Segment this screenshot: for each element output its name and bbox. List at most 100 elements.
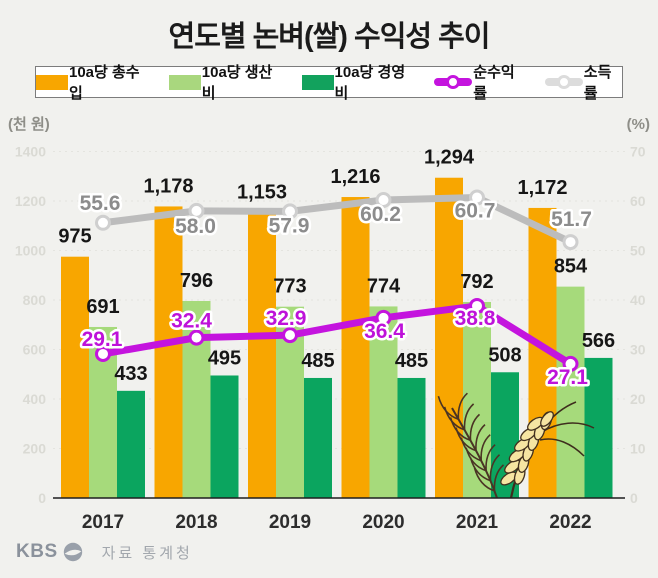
year-label-2022: 2022 <box>549 512 591 533</box>
bar-label-total-income-2020: 1,216 <box>330 166 380 188</box>
bar-label-total-income-2019: 1,153 <box>237 182 287 204</box>
year-labels: 2017 2018 2019 2020 2021 2022 <box>82 512 592 533</box>
bar-operating-cost-2019 <box>304 377 332 498</box>
year-label-2020: 2020 <box>362 512 404 533</box>
marker-income-rate-2017 <box>95 214 111 231</box>
left-axis-tick: 200 <box>23 441 47 457</box>
line-label-income-rate-2018: 58.0 <box>175 215 216 238</box>
left-axis-tick: 1200 <box>15 193 46 209</box>
globe-icon <box>63 542 82 562</box>
year-label-2021: 2021 <box>456 512 499 533</box>
legend-label-production-cost: 10a당 생산비 <box>201 64 273 102</box>
bar-total-income-2017 <box>61 256 89 498</box>
marker-income-rate-2019 <box>282 203 298 220</box>
footer: KBS 자료 통계청 <box>16 541 193 563</box>
bar-labels-total-income: 975 1,178 1,153 1,216 1,294 1,172 <box>58 147 567 248</box>
legend-item-production-cost: 10a당 생산비 <box>168 61 282 103</box>
bar-label-production-cost-2019: 773 <box>273 276 306 298</box>
bar-label-operating-cost-2022: 566 <box>582 330 615 352</box>
bar-label-total-income-2018: 1,178 <box>143 175 193 197</box>
legend-label-operating-cost: 10a당 경영비 <box>334 64 406 102</box>
bar-label-operating-cost-2020: 485 <box>395 350 428 372</box>
bar-production-cost-2022 <box>556 286 585 498</box>
bar-label-production-cost-2018: 796 <box>180 270 213 292</box>
bar-label-operating-cost-2021: 508 <box>488 344 521 366</box>
line-income-rate <box>99 194 574 246</box>
marker-net-profit-rate-2021 <box>469 297 485 314</box>
right-axis-tick: 20 <box>630 391 646 407</box>
line-label-net-profit-rate-2021: 38.8 <box>455 307 496 330</box>
right-axis-tick: 10 <box>630 441 646 457</box>
bar-labels-production-cost: 691 796 773 774 792 854 <box>86 256 588 318</box>
bar-label-production-cost-2017: 691 <box>86 296 119 318</box>
line-labels-income-rate: 55.6 58.0 57.9 60.2 60.7 51.7 <box>77 189 594 240</box>
legend-label-total-income: 10a당 총수입 <box>69 64 140 102</box>
line-label-income-rate-2017: 55.6 <box>80 192 121 215</box>
line-label-net-profit-rate-2022: 27.1 <box>547 366 588 389</box>
bar-label-operating-cost-2018: 495 <box>208 347 241 369</box>
marker-net-profit-rate-2022 <box>562 355 579 372</box>
bar-total-income-2018 <box>154 206 183 498</box>
left-axis-tick: 600 <box>23 342 47 358</box>
line-labels-net-profit-rate: 29.1 32.4 32.9 36.4 38.8 27.1 <box>79 304 591 391</box>
bar-label-production-cost-2020: 774 <box>367 275 401 297</box>
wheat-decoration <box>437 392 595 499</box>
right-axis-tick: 50 <box>630 243 646 259</box>
marker-net-profit-rate-2020 <box>375 309 392 326</box>
marker-net-profit-rate-2017 <box>95 345 111 362</box>
bar-label-total-income-2021: 1,294 <box>424 147 475 169</box>
source-text: 자료 통계청 <box>101 544 193 562</box>
left-axis-unit: (천 원) <box>8 115 50 133</box>
line-label-income-rate-2020: 60.2 <box>360 203 401 226</box>
line-label-income-rate-2019: 57.9 <box>269 214 310 237</box>
line-net-profit-rate <box>99 302 574 368</box>
bar-total-income-2020 <box>341 197 370 499</box>
marker-income-rate-2021 <box>469 189 485 206</box>
bar-total-income-2019 <box>248 212 276 498</box>
line-label-income-rate-2021: 60.7 <box>455 200 496 223</box>
bars-production-cost <box>89 286 585 498</box>
legend-line-marker-income-rate-icon <box>544 78 583 86</box>
kbs-logo: KBS <box>16 541 58 562</box>
legend-label-income-rate: 소득률 <box>583 64 612 102</box>
legend-item-income-rate: 소득률 <box>544 61 622 103</box>
right-axis-tick: 70 <box>630 144 646 160</box>
bar-label-production-cost-2022: 854 <box>554 256 588 278</box>
left-axis-tick: 1000 <box>15 243 46 259</box>
page-title: 연도별 논벼(쌀) 수익성 추이 <box>168 21 491 53</box>
left-axis-tick: 0 <box>38 490 46 506</box>
bar-label-production-cost-2021: 792 <box>460 271 493 293</box>
axis-units: (천 원) (%) <box>8 115 650 133</box>
year-label-2018: 2018 <box>175 512 217 533</box>
marker-income-rate-2020 <box>375 192 392 209</box>
legend-swatch-operating-cost-icon <box>301 74 334 90</box>
right-axis-tick: 60 <box>630 193 646 209</box>
bar-label-operating-cost-2017: 433 <box>114 363 147 385</box>
bar-labels-operating-cost: 433 495 485 485 508 566 <box>114 330 615 385</box>
bar-label-operating-cost-2019: 485 <box>301 350 334 372</box>
legend-line-marker-net-profit-rate-icon <box>434 78 473 86</box>
right-axis-tick: 40 <box>630 292 646 308</box>
line-label-net-profit-rate-2019: 32.9 <box>266 307 307 330</box>
legend: 10a당 총수입 10a당 생산비 10a당 경영비 순수익률 소득률 <box>35 64 623 102</box>
axis-tick-labels: 1400 1200 1000 800 600 400 200 0 70 60 50 40 30 20 10 0 <box>15 144 646 507</box>
marker-income-rate-2018 <box>188 202 205 219</box>
year-label-2017: 2017 <box>82 512 124 533</box>
right-axis-unit: (%) <box>627 116 650 133</box>
line-label-net-profit-rate-2018: 32.4 <box>171 310 212 333</box>
marker-net-profit-rate-2019 <box>282 327 298 344</box>
marker-income-rate-2022 <box>562 234 579 251</box>
legend-label-net-profit-rate: 순수익률 <box>473 64 515 102</box>
right-axis-tick: 30 <box>630 342 646 358</box>
bar-operating-cost-2018 <box>210 375 239 498</box>
left-axis-tick: 400 <box>23 391 47 407</box>
bar-operating-cost-2020 <box>397 377 426 498</box>
legend-item-operating-cost: 10a당 경영비 <box>301 61 415 103</box>
bar-label-total-income-2022: 1,172 <box>517 177 567 199</box>
bar-operating-cost-2022 <box>584 357 613 498</box>
bar-total-income-2021 <box>435 177 463 499</box>
left-axis-tick: 1400 <box>15 144 46 160</box>
legend-swatch-total-income-icon <box>36 74 68 90</box>
